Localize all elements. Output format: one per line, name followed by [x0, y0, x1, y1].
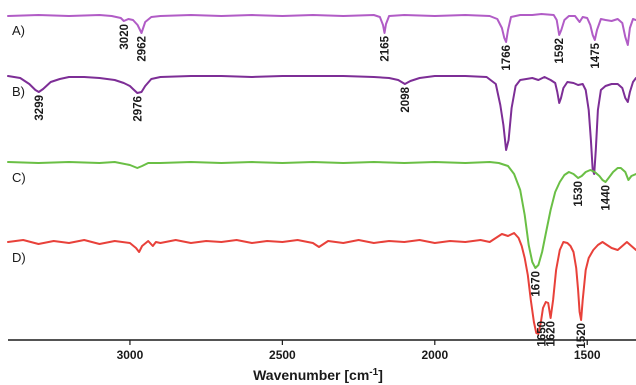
series-label-a: A)	[12, 23, 25, 38]
x-tick-label-1500: 1500	[574, 348, 601, 362]
peak-label-1530: 1530	[573, 181, 585, 207]
series-line-c	[7, 161, 636, 269]
series-label-c: C)	[12, 170, 26, 185]
peak-label-1592: 1592	[554, 38, 566, 64]
peak-label-1766: 1766	[501, 45, 513, 71]
series-line-b	[7, 75, 636, 175]
peak-label-2962: 2962	[137, 36, 149, 62]
x-tick-label-2000: 2000	[421, 348, 448, 362]
peak-label-1520: 1520	[576, 323, 588, 349]
x-tick-label-2500: 2500	[269, 348, 296, 362]
peak-label-1620: 1620	[546, 321, 558, 347]
x-tick-label-3000: 3000	[117, 348, 144, 362]
peak-label-3299: 3299	[34, 95, 46, 121]
peak-label-2165: 2165	[380, 35, 392, 61]
series-label-b: B)	[12, 84, 25, 99]
peak-label-1670: 1670	[530, 271, 542, 297]
peak-label-1475: 1475	[590, 42, 602, 68]
x-ticks-layer: 3000 2500 2000 1500	[117, 340, 601, 362]
x-axis-title-superscript: -1	[369, 367, 378, 378]
peak-label-2098: 2098	[400, 86, 412, 112]
peak-labels-layer: 3020 2962 2165 1766 1592 1475 3299 2976 2098 1670…	[34, 24, 613, 349]
x-axis-title: Wavenumber [cm-1]	[253, 367, 383, 384]
series-line-a	[7, 13, 636, 46]
series-line-d	[7, 232, 636, 335]
traces-layer	[7, 13, 636, 335]
peak-label-3020: 3020	[119, 24, 131, 50]
series-labels-layer: A) B) C) D)	[12, 23, 26, 265]
series-label-d: D)	[12, 250, 26, 265]
peak-label-1440: 1440	[601, 185, 613, 211]
peak-label-2976: 2976	[132, 96, 144, 122]
x-axis-title-main: Wavenumber [cm	[253, 367, 369, 383]
x-axis-title-close: ]	[378, 367, 383, 383]
